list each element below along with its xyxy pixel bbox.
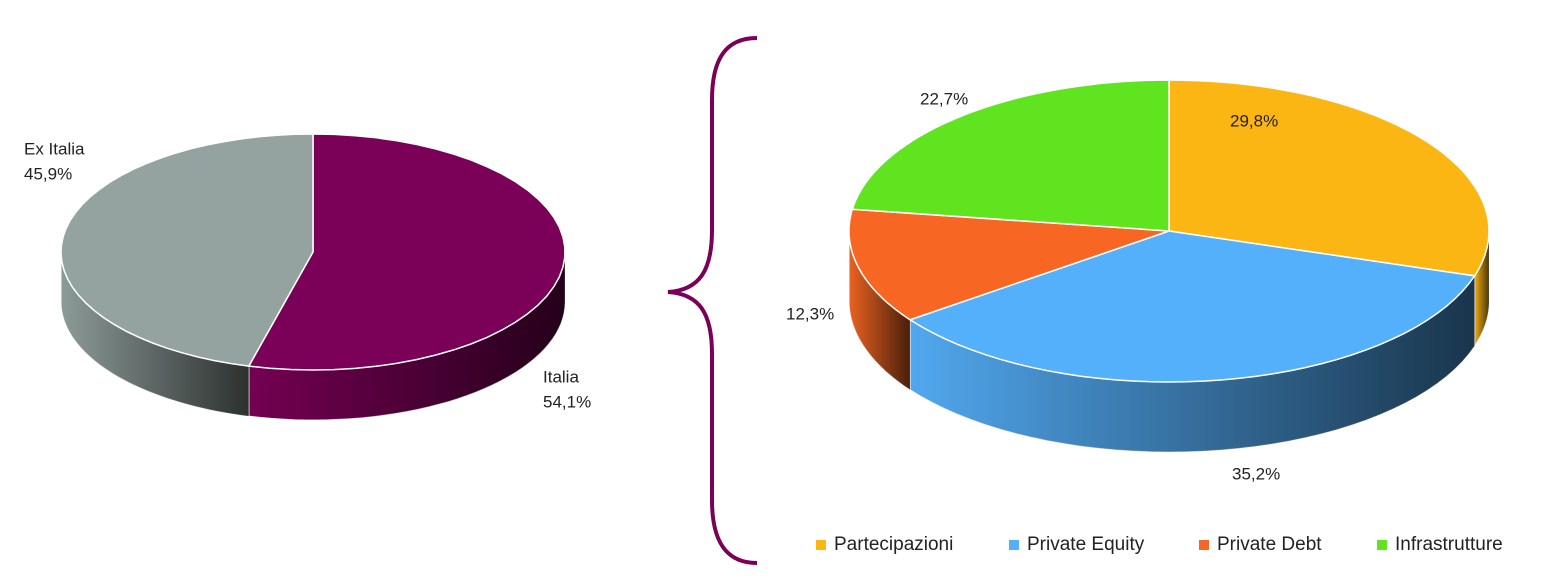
slice-label: 35,2% bbox=[1232, 464, 1280, 483]
slice-label: 29,8% bbox=[1230, 111, 1278, 130]
slice-label: 22,7% bbox=[920, 89, 968, 108]
slice bbox=[851, 79, 1170, 232]
legend-swatch bbox=[1199, 540, 1209, 550]
legend-swatch bbox=[1377, 540, 1387, 550]
slice bbox=[908, 230, 1476, 383]
slice-side-shade bbox=[849, 231, 911, 390]
slice-side-shade bbox=[1474, 231, 1489, 346]
legend-label: Partecipazioni bbox=[834, 534, 953, 555]
slice bbox=[60, 133, 314, 367]
slice-label: 12,3% bbox=[786, 304, 834, 323]
slice-side-shade bbox=[248, 252, 566, 420]
slice-name: Ex Italia bbox=[24, 139, 85, 158]
slice bbox=[848, 208, 1170, 321]
legend-label: Infrastrutture bbox=[1395, 534, 1503, 555]
slice bbox=[1168, 79, 1490, 277]
brace bbox=[667, 36, 758, 565]
legend-label: Private Debt bbox=[1217, 534, 1322, 555]
slice-label: 45,9% bbox=[24, 164, 72, 183]
legend-swatch bbox=[1009, 540, 1019, 550]
slice-side-shade bbox=[61, 252, 249, 417]
legend-swatch bbox=[816, 540, 826, 550]
slice-label: 54,1% bbox=[543, 392, 591, 411]
slice bbox=[247, 133, 566, 371]
slice-side-shade bbox=[910, 275, 1475, 452]
legend-label: Private Equity bbox=[1027, 534, 1145, 555]
slice-name: Italia bbox=[543, 367, 579, 386]
